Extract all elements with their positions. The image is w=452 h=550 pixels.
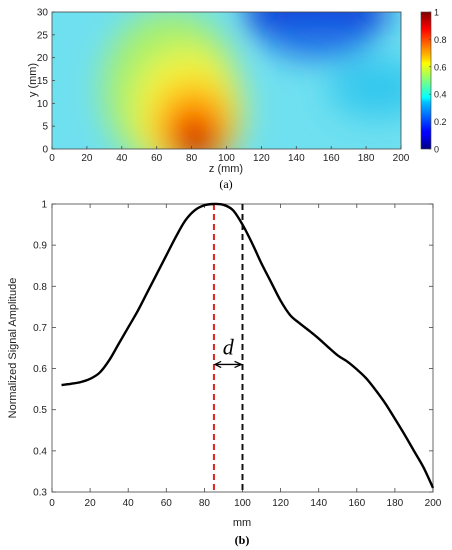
- line-x-tick-label: 40: [123, 498, 135, 509]
- heatmap-x-tick-label: 80: [186, 153, 198, 164]
- heatmap-x-tick-label: 0: [49, 153, 55, 164]
- colorbar-tick-label: 1: [434, 8, 439, 18]
- heatmap-x-tick-label: 160: [323, 153, 340, 164]
- heatmap-y-tick-label: 15: [37, 76, 49, 87]
- heatmap-y-tick-label: 25: [37, 30, 49, 41]
- line-x-label: mm: [233, 517, 251, 529]
- heatmap-x-tick-label: 120: [253, 153, 270, 164]
- line-x-tick-label: 200: [425, 498, 442, 509]
- line-panel: 0 20 40 60 80 100 120 140 160 180 200 0.3 0.4 0.5 0.6 0…: [7, 200, 442, 548]
- line-x-tick-label: 120: [272, 498, 289, 509]
- heatmap-field: [52, 12, 401, 149]
- line-x-tick-label: 80: [199, 498, 211, 509]
- line-y-label: Normalized Signal Amplitude: [7, 278, 19, 419]
- heatmap-y-tick-label: 0: [42, 145, 48, 156]
- line-x-tick-label: 140: [310, 498, 327, 509]
- heatmap-y-label: y (mm): [27, 63, 39, 97]
- heatmap-y-tick-label: 30: [37, 8, 49, 19]
- line-x-tick-label: 0: [49, 498, 55, 509]
- line-x-tick-label: 100: [234, 498, 251, 509]
- heatmap-x-tick-label: 140: [288, 153, 305, 164]
- heatmap-x-tick-label: 60: [151, 153, 163, 164]
- colorbar-tick-label: 0: [434, 145, 439, 155]
- line-y-tick-label: 0.8: [33, 282, 47, 293]
- series-line: [61, 202, 435, 489]
- panel-label-a: (a): [219, 177, 232, 191]
- line-x-tick-label: 60: [161, 498, 173, 509]
- line-y-tick-label: 0.4: [33, 446, 47, 457]
- heatmap-panel: 0 20 40 60 80 100 120 140 160 180 200051015202530 …: [27, 8, 447, 192]
- heatmap-y-tick-label: 5: [42, 122, 48, 133]
- colorbar: [420, 11, 432, 150]
- line-x-tick-label: 20: [85, 498, 97, 509]
- heatmap-x-tick-label: 200: [393, 153, 410, 164]
- heatmap-x-tick-label: 100: [218, 153, 235, 164]
- distance-label: d: [223, 334, 235, 359]
- line-y-tick-label: 0.7: [33, 323, 47, 334]
- colorbar-tick-label: 0.4: [434, 90, 447, 100]
- heatmap-x-tick-label: 180: [358, 153, 375, 164]
- line-x-tick-label: 160: [348, 498, 365, 509]
- heatmap-x-tick-label: 20: [81, 153, 93, 164]
- line-y-tick-label: 0.9: [33, 241, 47, 252]
- line-y-tick-label: 0.3: [33, 488, 47, 499]
- line-y-tick-label: 0.5: [33, 405, 47, 416]
- heatmap-y-tick-label: 20: [37, 53, 49, 64]
- line-y-tick-label: 1: [41, 200, 47, 211]
- colorbar-tick-label: 0.6: [434, 62, 447, 72]
- heatmap-y-tick-label: 10: [37, 99, 49, 110]
- heatmap-x-label: z (mm): [209, 163, 243, 175]
- colorbar-tick-label: 0.8: [434, 35, 447, 45]
- line-y-tick-label: 0.6: [33, 364, 47, 375]
- heatmap-x-tick-label: 40: [116, 153, 128, 164]
- colorbar-tick-label: 0.2: [434, 117, 447, 127]
- panel-label-b: (b): [235, 533, 250, 547]
- line-x-tick-label: 180: [387, 498, 404, 509]
